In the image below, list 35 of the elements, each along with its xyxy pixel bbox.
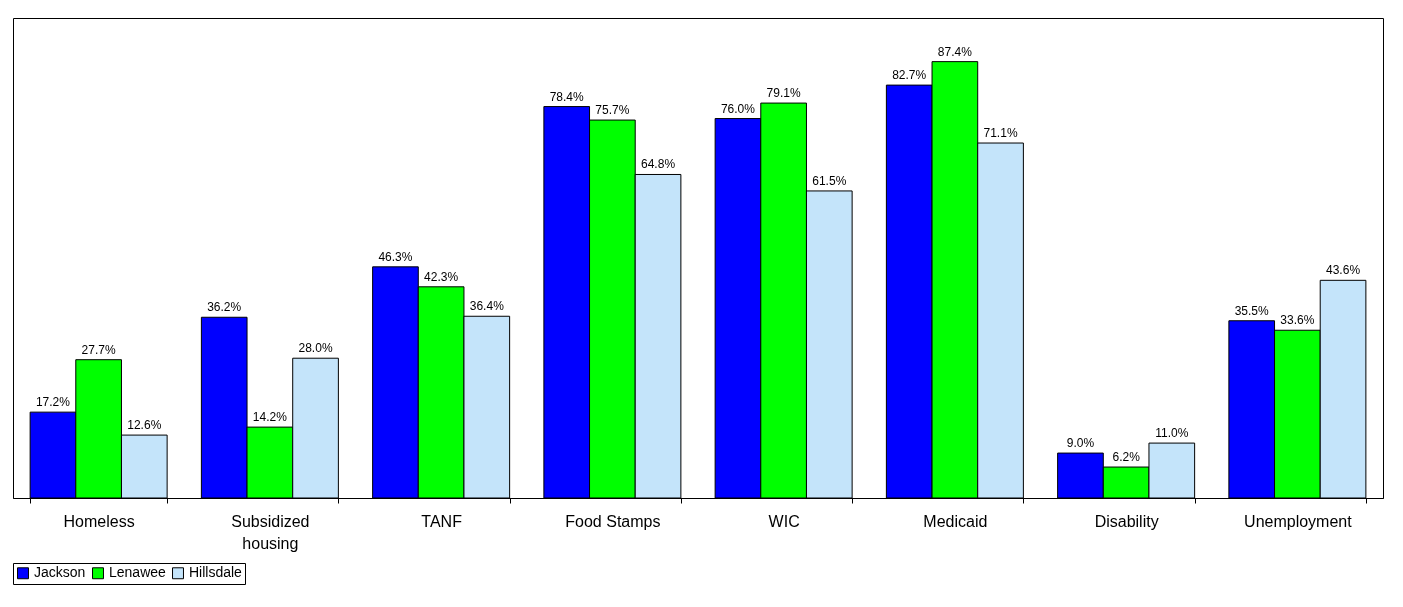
x-tick-label: Medicaid bbox=[923, 512, 988, 530]
data-label: 14.2% bbox=[252, 410, 288, 425]
data-label: 35.5% bbox=[1234, 303, 1270, 318]
data-label: 82.7% bbox=[892, 68, 927, 83]
data-label: 17.2% bbox=[35, 395, 71, 410]
data-label: 43.6% bbox=[1326, 263, 1361, 278]
data-label: 11.0% bbox=[1155, 426, 1189, 441]
x-tick-label: Unemployment bbox=[1244, 512, 1353, 530]
data-label: 71.1% bbox=[983, 126, 1018, 141]
data-label: 27.7% bbox=[81, 342, 116, 357]
x-tick-label: TANF bbox=[421, 512, 463, 530]
data-label: 78.4% bbox=[549, 89, 585, 104]
legend-label: Hillsdale bbox=[189, 564, 243, 581]
data-label: 79.1% bbox=[766, 86, 801, 101]
data-label: 9.0% bbox=[1066, 436, 1095, 451]
data-label: 36.4% bbox=[469, 299, 505, 314]
data-label: 75.7% bbox=[595, 103, 630, 118]
data-label: 87.4% bbox=[937, 44, 973, 59]
data-label: 76.0% bbox=[720, 101, 756, 116]
data-label: 42.3% bbox=[424, 269, 459, 284]
x-tick-label: Subsidized housing bbox=[231, 512, 310, 552]
x-tick-label: Homeless bbox=[63, 512, 135, 530]
data-label: 28.0% bbox=[298, 341, 333, 356]
data-label: 36.2% bbox=[207, 300, 242, 315]
x-tick-label: WIC bbox=[768, 512, 800, 530]
data-label: 61.5% bbox=[812, 173, 847, 188]
data-label: 12.6% bbox=[127, 418, 162, 433]
data-label: 64.8% bbox=[641, 157, 676, 172]
legend-label: Jackson bbox=[34, 564, 86, 581]
data-label: 46.3% bbox=[378, 249, 413, 264]
data-label: 33.6% bbox=[1280, 313, 1315, 328]
x-tick-label: Disability bbox=[1094, 512, 1159, 530]
legend-label: Lenawee bbox=[109, 564, 167, 581]
x-tick-label: Food Stamps bbox=[565, 512, 661, 530]
data-label: 6.2% bbox=[1112, 450, 1141, 465]
